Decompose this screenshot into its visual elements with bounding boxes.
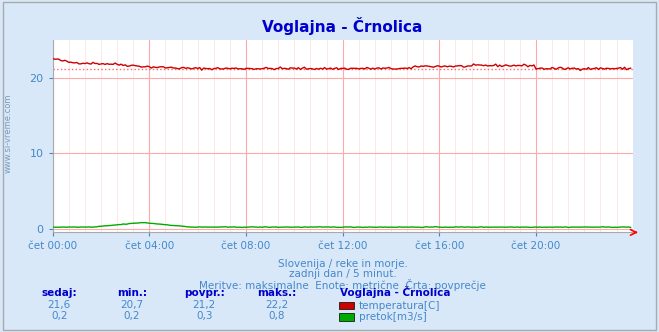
Text: 0,8: 0,8 — [268, 311, 285, 321]
Text: 22,2: 22,2 — [265, 300, 289, 310]
Text: zadnji dan / 5 minut.: zadnji dan / 5 minut. — [289, 269, 397, 279]
Text: min.:: min.: — [117, 288, 147, 298]
Text: sedaj:: sedaj: — [42, 288, 77, 298]
Text: www.si-vreme.com: www.si-vreme.com — [3, 93, 13, 173]
Text: 0,3: 0,3 — [196, 311, 213, 321]
Text: 20,7: 20,7 — [120, 300, 144, 310]
Text: Slovenija / reke in morje.: Slovenija / reke in morje. — [277, 259, 408, 269]
Text: pretok[m3/s]: pretok[m3/s] — [359, 312, 427, 322]
Title: Voglajna - Črnolica: Voglajna - Črnolica — [262, 17, 423, 35]
Text: povpr.:: povpr.: — [184, 288, 225, 298]
Text: 0,2: 0,2 — [123, 311, 140, 321]
Text: maks.:: maks.: — [257, 288, 297, 298]
Text: 21,2: 21,2 — [192, 300, 216, 310]
Text: 0,2: 0,2 — [51, 311, 68, 321]
Text: 21,6: 21,6 — [47, 300, 71, 310]
Text: Meritve: maksimalne  Enote: metrične  Črta: povprečje: Meritve: maksimalne Enote: metrične Črta… — [199, 279, 486, 291]
Text: temperatura[C]: temperatura[C] — [359, 301, 441, 311]
Text: Voglajna - Črnolica: Voglajna - Črnolica — [340, 286, 451, 298]
